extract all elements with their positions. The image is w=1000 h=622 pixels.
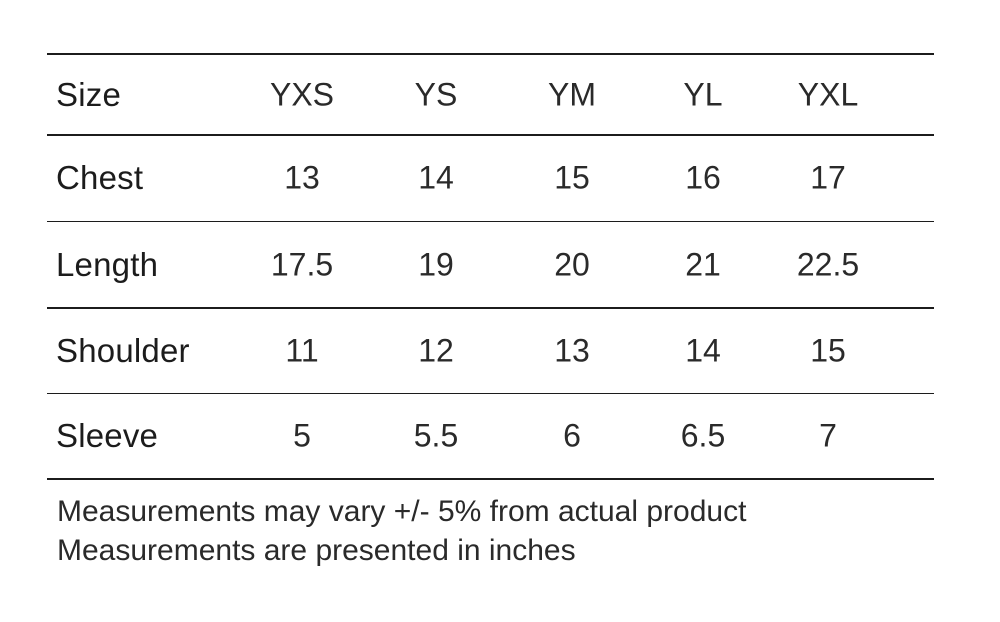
table-header-row: Size YXS YS YM YL YXL — [47, 55, 934, 134]
table-cell: 21 — [685, 246, 721, 282]
column-header-yxl: YXL — [797, 76, 859, 112]
table-cell: 6.5 — [680, 417, 726, 454]
table-cell: 17.5 — [270, 246, 334, 282]
table-cell: 19 — [418, 246, 454, 282]
table-cell: 13 — [284, 159, 320, 196]
row-divider — [47, 392, 934, 394]
row-label: Sleeve — [56, 417, 159, 454]
note-variance: Measurements may vary +/- 5% from actual… — [57, 495, 747, 528]
table-bottom-rule — [47, 478, 934, 480]
table-cell: 17 — [810, 159, 846, 196]
row-label: Shoulder — [56, 331, 190, 369]
table-row-length: Length 17.5 19 20 21 22.5 — [47, 222, 934, 307]
table-top-rule — [47, 53, 934, 55]
header-label-size: Size — [56, 75, 121, 113]
table-cell: 15 — [810, 332, 846, 368]
column-header-ym: YM — [548, 76, 596, 112]
row-label: Length — [56, 245, 159, 283]
note-units: Measurements are presented in inches — [57, 534, 576, 567]
table-cell: 5 — [293, 417, 311, 454]
row-divider — [47, 307, 934, 309]
table-cell: 13 — [554, 332, 590, 368]
measurement-notes: Measurements may vary +/- 5% from actual… — [57, 492, 746, 570]
column-header-ys: YS — [414, 76, 458, 112]
row-divider — [47, 220, 934, 222]
table-row-chest: Chest 13 14 15 16 17 — [47, 136, 934, 221]
table-cell: 22.5 — [796, 246, 860, 282]
table-cell: 7 — [819, 417, 837, 454]
size-chart-table: Size YXS YS YM YL YXL Chest 13 14 15 16 … — [47, 53, 934, 480]
table-cell: 14 — [685, 332, 721, 368]
table-cell: 20 — [554, 246, 590, 282]
table-row-sleeve: Sleeve 5 5.5 6 6.5 7 — [47, 394, 934, 478]
table-cell: 6 — [563, 417, 581, 454]
table-cell: 12 — [418, 332, 454, 368]
table-cell: 14 — [418, 159, 454, 196]
column-header-yxs: YXS — [269, 76, 335, 112]
row-label: Chest — [56, 159, 144, 196]
table-cell: 15 — [554, 159, 590, 196]
table-cell: 5.5 — [413, 417, 459, 454]
table-cell: 11 — [285, 332, 319, 368]
table-row-shoulder: Shoulder 11 12 13 14 15 — [47, 309, 934, 393]
table-cell: 16 — [685, 159, 721, 196]
column-header-yl: YL — [683, 76, 723, 112]
row-divider — [47, 134, 934, 136]
